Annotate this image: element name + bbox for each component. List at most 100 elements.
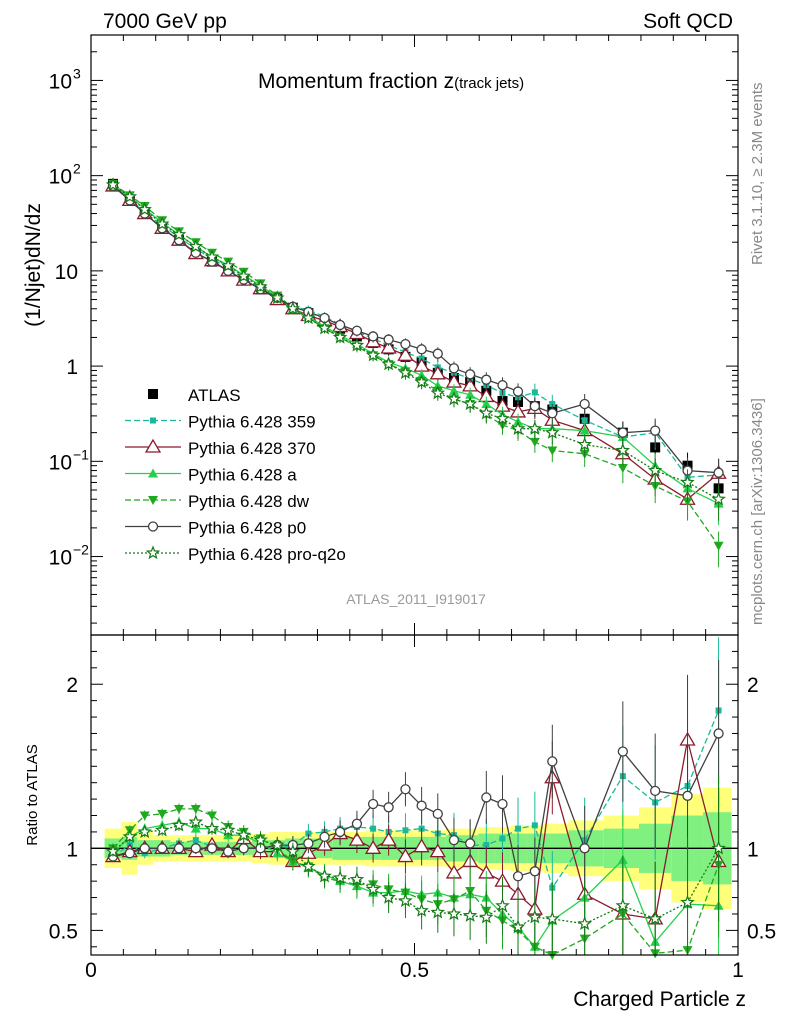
ratio-point bbox=[680, 894, 695, 909]
main-y-label: (1/Njet)dN/dz bbox=[22, 203, 45, 327]
ratio-point bbox=[206, 811, 217, 821]
ratio-point bbox=[577, 916, 592, 931]
rivet-label: Rivet 3.1.10, ≥ 2.3M events bbox=[749, 83, 766, 266]
series-line bbox=[112, 185, 719, 478]
data-point bbox=[380, 339, 397, 354]
ratio-point bbox=[416, 800, 427, 811]
legend-entry: Pythia 6.428 dw bbox=[125, 492, 310, 511]
data-point bbox=[383, 334, 394, 345]
main-plot-content bbox=[104, 177, 727, 568]
ratio-point bbox=[483, 842, 490, 849]
ratio-plot-content bbox=[91, 637, 738, 960]
data-point bbox=[122, 189, 138, 203]
data-point bbox=[647, 462, 663, 477]
ratio-point bbox=[139, 843, 150, 854]
ratio-point bbox=[579, 843, 590, 854]
y-tick-label: 10 bbox=[49, 166, 72, 189]
data-point bbox=[400, 339, 411, 350]
ratio-point bbox=[348, 831, 366, 846]
data-point bbox=[465, 389, 476, 399]
data-point bbox=[105, 177, 121, 192]
data-point bbox=[334, 319, 346, 331]
data-point bbox=[332, 329, 348, 344]
y-tick-label-exponent: −1 bbox=[73, 446, 89, 462]
data-point bbox=[317, 320, 332, 335]
ratio-y-tick-label-right: 2 bbox=[747, 674, 759, 697]
data-point bbox=[236, 268, 251, 283]
ratio-y-tick-label: 1 bbox=[66, 838, 78, 861]
header-right: Soft QCD bbox=[643, 10, 733, 33]
ratio-point bbox=[515, 825, 522, 832]
data-point bbox=[650, 425, 661, 436]
ratio-point bbox=[647, 911, 663, 926]
y-tick-label-exponent: 3 bbox=[73, 65, 81, 81]
series-line bbox=[112, 184, 719, 500]
legend-marker bbox=[148, 468, 158, 478]
ratio-point bbox=[497, 798, 508, 810]
series-pythia-6.428-pro-q2o bbox=[105, 177, 726, 521]
ratio-point bbox=[397, 848, 414, 863]
ratio-point bbox=[448, 834, 460, 846]
data-point bbox=[367, 331, 379, 342]
ratio-point bbox=[650, 785, 661, 797]
legend-marker bbox=[145, 545, 161, 560]
data-point bbox=[547, 446, 558, 456]
ratio-point bbox=[547, 756, 558, 767]
ratio-point bbox=[495, 898, 510, 912]
data-point bbox=[682, 497, 693, 507]
legend-marker bbox=[148, 389, 158, 399]
data-point bbox=[154, 216, 170, 231]
ratio-point bbox=[305, 830, 312, 837]
y-tick-label: 10 bbox=[55, 261, 78, 284]
ratio-point bbox=[188, 814, 204, 829]
data-point bbox=[365, 347, 381, 362]
ratio-point bbox=[370, 825, 377, 832]
mcplots-label: mcplots.cern.ch [arXiv:1306.3436] bbox=[749, 398, 766, 625]
data-point bbox=[220, 258, 236, 273]
ratio-point bbox=[303, 838, 314, 849]
data-point bbox=[495, 411, 510, 425]
ratio-point bbox=[383, 802, 394, 813]
x-tick-label: 1 bbox=[732, 959, 744, 982]
ratio-point bbox=[479, 909, 494, 924]
main-title: Momentum fraction z(track jets) bbox=[258, 70, 524, 93]
legend-label: Pythia 6.428 dw bbox=[188, 492, 310, 511]
data-point bbox=[188, 238, 204, 253]
ratio-point bbox=[319, 831, 330, 842]
data-point bbox=[398, 365, 413, 380]
x-tick-label: 0.5 bbox=[400, 959, 429, 982]
ratio-y-tick-label: 2 bbox=[66, 674, 78, 697]
ratio-series-pythia-6.428-pro-q2o bbox=[105, 774, 726, 955]
data-point bbox=[527, 421, 543, 435]
legend-entry: Pythia 6.428 p0 bbox=[125, 519, 306, 538]
data-point bbox=[448, 385, 459, 395]
ratio-point bbox=[545, 911, 560, 926]
legend-label: ATLAS bbox=[188, 386, 241, 405]
ratio-point bbox=[173, 843, 185, 854]
data-point bbox=[529, 400, 540, 412]
ratio-point bbox=[236, 827, 251, 842]
data-point bbox=[137, 201, 152, 216]
ratio-point bbox=[285, 843, 301, 858]
data-point bbox=[617, 464, 628, 474]
ratio-panel: 2 21 10.5 0.50 0.5 1 Ratio to ATLAS Charged P… bbox=[24, 634, 776, 1011]
legend-entry: Pythia 6.428 370 bbox=[125, 438, 316, 458]
legend-label: Pythia 6.428 pro-q2o bbox=[188, 545, 346, 564]
data-point bbox=[713, 467, 724, 478]
data-point bbox=[429, 365, 446, 380]
ratio-point bbox=[512, 871, 524, 882]
ratio-point bbox=[154, 822, 170, 837]
data-point bbox=[381, 356, 396, 371]
ratio-point bbox=[190, 843, 201, 854]
data-point bbox=[448, 363, 460, 374]
ratio-point bbox=[157, 843, 168, 854]
x-tick-label: 0 bbox=[85, 959, 97, 982]
ratio-point bbox=[402, 827, 409, 834]
y-tick-label: 1 bbox=[66, 356, 78, 379]
legend-marker bbox=[150, 417, 156, 424]
ratio-point bbox=[334, 826, 346, 838]
ratio-point bbox=[413, 838, 430, 853]
data-point bbox=[416, 344, 427, 355]
